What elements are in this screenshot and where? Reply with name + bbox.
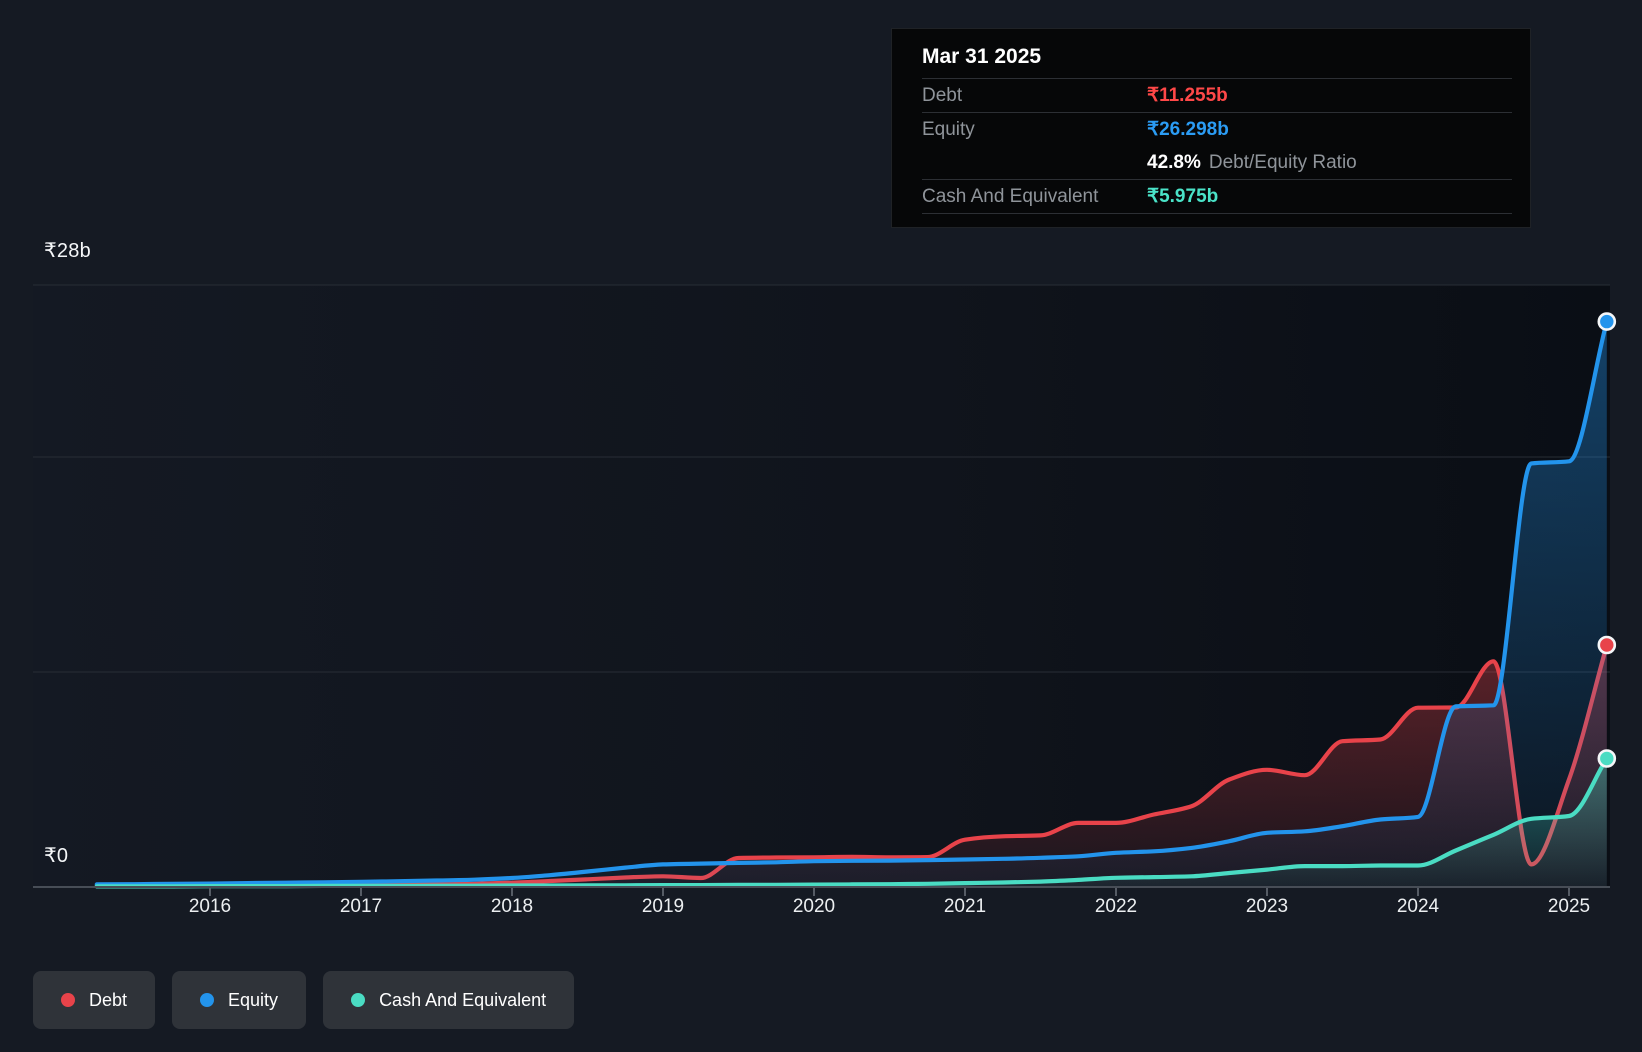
debt-endpoint-marker[interactable] (1597, 635, 1617, 655)
legend-item-cash[interactable]: Cash And Equivalent (323, 971, 575, 1029)
tooltip-row-cash: Cash And Equivalent ₹5.975b (922, 179, 1512, 214)
x-axis-label-2018: 2018 (490, 896, 534, 917)
tooltip-equity-label: Equity (922, 119, 975, 140)
legend-equity-label: Equity (228, 989, 279, 1010)
legend-item-equity[interactable]: Equity (172, 971, 307, 1029)
tooltip-ratio-value: 42.8% (1147, 152, 1201, 173)
tooltip-equity-value: ₹26.298b (1147, 119, 1229, 140)
legend-cash-label: Cash And Equivalent (379, 989, 547, 1010)
tooltip-debt-label: Debt (922, 85, 963, 106)
tooltip-ratio-label: Debt/Equity Ratio (1208, 152, 1357, 173)
cash-and-equivalent-area (96, 758, 1607, 887)
x-axis-label-2019: 2019 (641, 896, 685, 917)
x-axis-label-2024: 2024 (1396, 896, 1440, 917)
cash-series-dot-icon (351, 993, 366, 1007)
chart-tooltip: Mar 31 2025 Debt ₹11.255b Equity ₹26.298… (891, 28, 1531, 228)
tooltip-row-ratio: 42.8% Debt/Equity Ratio (922, 146, 1512, 179)
x-axis-label-2017: 2017 (339, 896, 383, 917)
debt-series-dot-icon (61, 993, 75, 1007)
y-axis-label-28b: ₹28b (44, 240, 91, 262)
equity-endpoint-marker[interactable] (1597, 312, 1617, 331)
equity-series-dot-icon (200, 993, 215, 1007)
x-axis-label-2021: 2021 (943, 896, 987, 917)
x-axis-label-2016: 2016 (188, 896, 232, 917)
chart-legend: Debt Equity Cash And Equivalent (33, 971, 591, 1029)
tooltip-debt-value: ₹11.255b (1147, 85, 1228, 106)
equity-line[interactable] (94, 319, 1609, 887)
x-axis-label-2020: 2020 (792, 896, 836, 917)
legend-debt-label: Debt (89, 989, 128, 1010)
tooltip-row-debt: Debt ₹11.255b (922, 78, 1512, 112)
y-axis-label-0: ₹0 (44, 845, 69, 867)
tooltip-row-equity: Equity ₹26.298b (922, 112, 1512, 146)
cash-and-equivalent-endpoint-marker[interactable] (1597, 749, 1617, 768)
x-axis-label-2023: 2023 (1245, 896, 1289, 917)
debt-area (96, 645, 1607, 887)
tooltip-cash-label: Cash And Equivalent (922, 186, 1099, 207)
x-axis-label-2025: 2025 (1547, 896, 1591, 917)
tooltip-date: Mar 31 2025 (922, 45, 1042, 68)
tooltip-cash-value: ₹5.975b (1147, 186, 1219, 207)
legend-item-debt[interactable]: Debt (33, 971, 156, 1029)
equity-area (96, 321, 1607, 888)
cash-and-equivalent-line[interactable] (94, 756, 1609, 889)
x-axis-label-2022: 2022 (1094, 896, 1138, 917)
